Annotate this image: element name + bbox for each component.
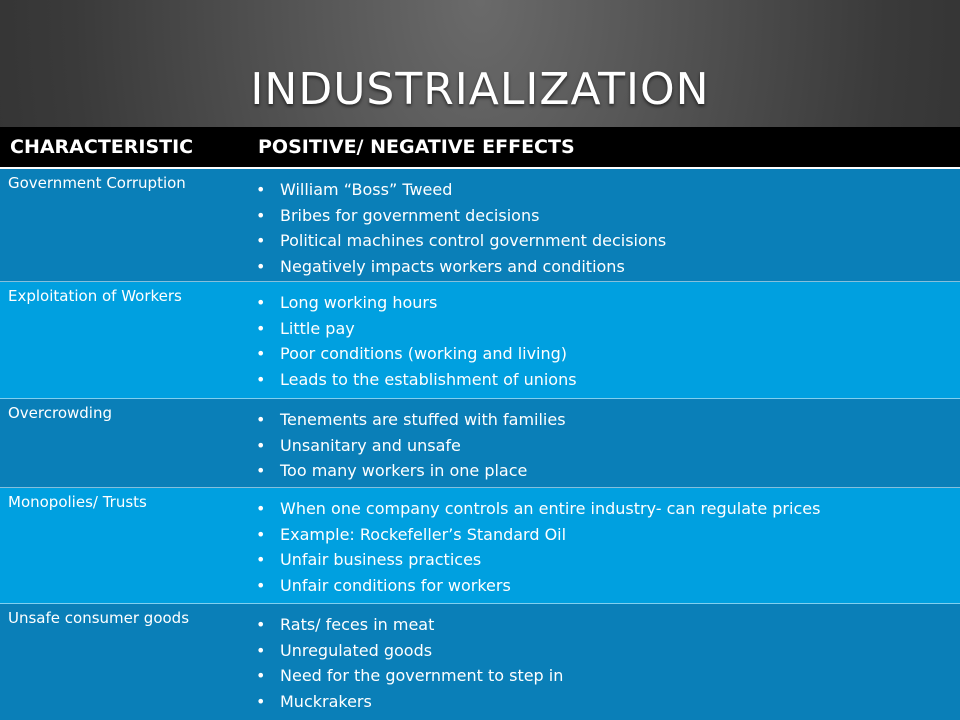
table-row: Unsafe consumer goods Rats/ feces in mea… — [0, 604, 960, 720]
characteristic-cell: Exploitation of Workers — [8, 287, 182, 305]
effect-item: Unsanitary and unsafe — [250, 433, 960, 459]
characteristic-cell: Unsafe consumer goods — [8, 609, 190, 627]
effect-item: Negatively impacts workers and condition… — [250, 254, 960, 280]
effect-item: Muckrakers — [250, 689, 960, 715]
effect-item: Little pay — [250, 316, 960, 342]
header-effects: POSITIVE/ NEGATIVE EFFECTS — [258, 136, 575, 158]
effects-list: Rats/ feces in meat Unregulated goods Ne… — [250, 604, 960, 720]
effects-list: Tenements are stuffed with families Unsa… — [250, 399, 960, 487]
effect-item: Too many workers in one place — [250, 458, 960, 484]
effect-item: Unfair business practices — [250, 547, 960, 573]
effect-item: Long working hours — [250, 290, 960, 316]
table-row: Monopolies/ Trusts When one company cont… — [0, 488, 960, 604]
characteristic-cell: Overcrowding — [8, 404, 112, 422]
effects-list: When one company controls an entire indu… — [250, 488, 960, 603]
effects-list: William “Boss” Tweed Bribes for governme… — [250, 169, 960, 281]
effect-item: Political machines control government de… — [250, 228, 960, 254]
table-row: Overcrowding Tenements are stuffed with … — [0, 399, 960, 488]
table-header: CHARACTERISTIC POSITIVE/ NEGATIVE EFFECT… — [0, 127, 960, 169]
effect-item: Leads to the establishment of unions — [250, 367, 960, 393]
effect-item: William “Boss” Tweed — [250, 177, 960, 203]
table-row: Exploitation of Workers Long working hou… — [0, 282, 960, 399]
table-row: Government Corruption William “Boss” Twe… — [0, 169, 960, 282]
effects-list: Long working hours Little pay Poor condi… — [250, 282, 960, 398]
effect-item: Unfair conditions for workers — [250, 573, 960, 599]
effect-item: Bribes for government decisions — [250, 203, 960, 229]
effect-item: When one company controls an entire indu… — [250, 496, 960, 522]
effect-item: Rats/ feces in meat — [250, 612, 960, 638]
effect-item: Poor conditions (working and living) — [250, 341, 960, 367]
effect-item: Tenements are stuffed with families — [250, 407, 960, 433]
effects-table: CHARACTERISTIC POSITIVE/ NEGATIVE EFFECT… — [0, 127, 960, 720]
effect-item: Unregulated goods — [250, 638, 960, 664]
characteristic-cell: Government Corruption — [8, 174, 186, 192]
slide-title: INDUSTRIALIZATION — [250, 64, 710, 115]
characteristic-cell: Monopolies/ Trusts — [8, 493, 147, 511]
effect-item: Example: Rockefeller’s Standard Oil — [250, 522, 960, 548]
header-characteristic: CHARACTERISTIC — [10, 136, 194, 158]
effect-item: Need for the government to step in — [250, 663, 960, 689]
